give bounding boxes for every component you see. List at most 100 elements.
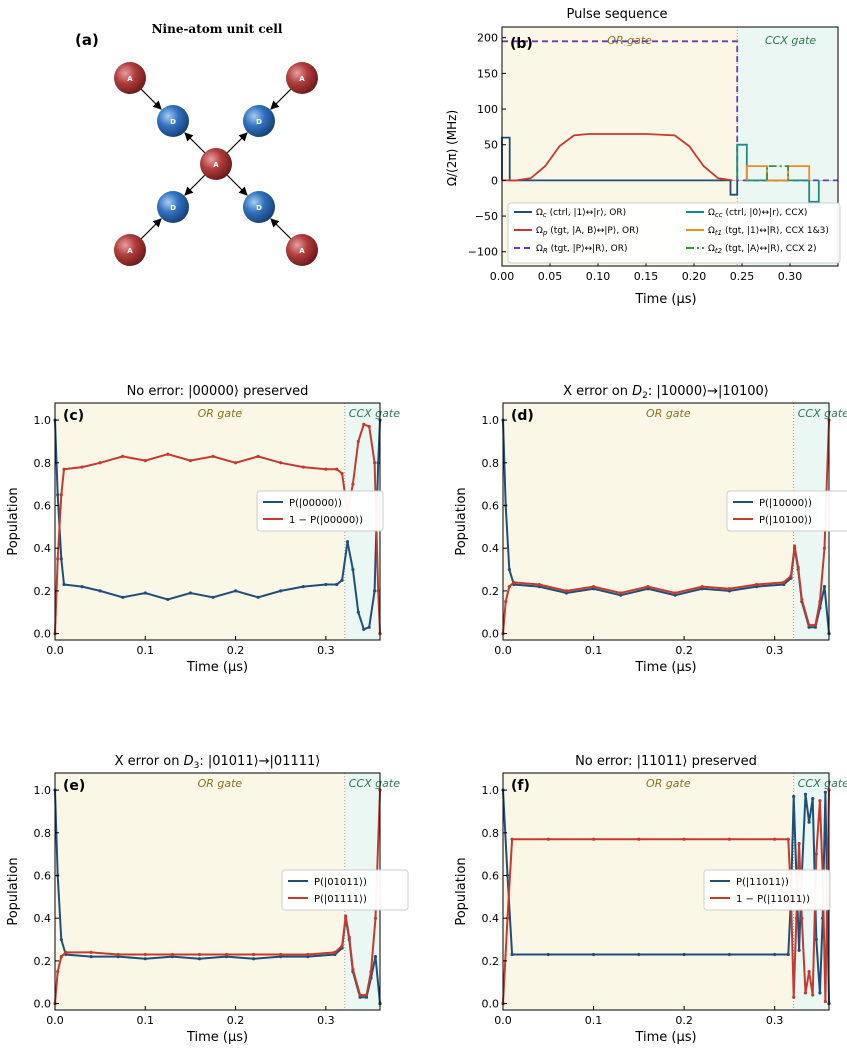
data-point bbox=[356, 439, 360, 444]
coupling-arrow bbox=[140, 88, 162, 110]
data-point bbox=[56, 969, 60, 974]
data-point bbox=[372, 589, 377, 593]
data-point bbox=[727, 952, 731, 957]
data-point bbox=[197, 957, 202, 961]
panel-a: (a) Nine-atom unit cell A A D D A D D A A bbox=[75, 22, 318, 266]
data-point bbox=[98, 461, 102, 465]
y-tick-label: 0 bbox=[491, 174, 498, 187]
data-point bbox=[773, 837, 777, 841]
atom-label: A bbox=[213, 161, 219, 169]
y-tick-label: 0.0 bbox=[482, 628, 500, 641]
data-point bbox=[301, 465, 305, 469]
legend-entry: P(|11011⟩) bbox=[736, 877, 789, 888]
x-tick-label: 0.1 bbox=[137, 1014, 155, 1027]
data-point bbox=[188, 459, 193, 463]
data-point bbox=[786, 837, 790, 841]
y-tick-label: 50 bbox=[484, 139, 498, 152]
x-tick-label: 0.1 bbox=[585, 644, 603, 657]
data-point bbox=[166, 597, 170, 602]
y-tick-label: −50 bbox=[475, 210, 498, 223]
pulse-legend bbox=[507, 202, 841, 264]
data-point bbox=[373, 916, 378, 920]
data-point bbox=[591, 952, 596, 957]
data-point bbox=[301, 585, 305, 589]
data-point bbox=[89, 955, 93, 959]
pulse-series-t1 bbox=[745, 165, 811, 182]
legend-entry: P(|00000⟩) bbox=[289, 498, 342, 509]
data-point bbox=[59, 937, 63, 942]
or-gate-label: OR gate bbox=[607, 34, 652, 47]
x-axis-label: Time (μs) bbox=[634, 660, 696, 675]
data-point bbox=[116, 952, 120, 957]
coupling-arrow bbox=[226, 174, 248, 196]
legend-entry: P(|01111⟩) bbox=[314, 894, 367, 905]
y-tick-label: 0.8 bbox=[482, 827, 500, 840]
data-point bbox=[62, 467, 66, 471]
x-tick-label: 0.0 bbox=[46, 1014, 64, 1027]
x-tick-label: 0.2 bbox=[227, 644, 245, 657]
data-point bbox=[591, 837, 596, 841]
data-point bbox=[211, 454, 215, 458]
x-axis-label: Time (μs) bbox=[186, 1030, 248, 1045]
ancilla-atom bbox=[286, 234, 318, 266]
panel-title: X error on D2: |10000⟩→|10100⟩ bbox=[563, 384, 769, 401]
data-point bbox=[789, 574, 793, 578]
data-point bbox=[252, 952, 256, 957]
data-point bbox=[505, 916, 510, 920]
data-point bbox=[89, 950, 93, 954]
data-point bbox=[306, 952, 310, 957]
data-point bbox=[818, 799, 822, 803]
atom-label: A bbox=[299, 247, 305, 255]
data-point bbox=[143, 952, 147, 957]
data-point bbox=[166, 452, 170, 456]
data-point bbox=[256, 595, 260, 599]
panel-b-xlabel: Time (μs) bbox=[634, 292, 696, 307]
x-tick-label: 0.0 bbox=[494, 1014, 512, 1027]
panel-label: (c) bbox=[63, 408, 84, 424]
data-point bbox=[811, 797, 815, 801]
data-point bbox=[279, 461, 283, 465]
y-tick-label: 0.2 bbox=[34, 955, 52, 968]
data-point bbox=[727, 837, 731, 841]
y-tick-label: 0.6 bbox=[482, 869, 500, 882]
panel-a-title: Nine-atom unit cell bbox=[152, 22, 283, 36]
data-point bbox=[143, 591, 147, 595]
data-point bbox=[376, 461, 380, 465]
y-tick-label: 150 bbox=[477, 67, 498, 80]
data-point bbox=[700, 585, 704, 589]
data-point bbox=[367, 625, 371, 629]
y-tick-label: 0.0 bbox=[34, 998, 52, 1011]
data-atom bbox=[243, 105, 275, 137]
y-tick-label: 0.0 bbox=[34, 628, 52, 641]
coupling-arrow bbox=[270, 218, 292, 240]
data-point bbox=[807, 969, 811, 974]
panel-label: (e) bbox=[63, 778, 85, 794]
ccx-gate-label: CCX gate bbox=[349, 777, 400, 790]
legend-entry: P(|10000⟩) bbox=[759, 498, 812, 509]
ancilla-atom bbox=[200, 148, 232, 180]
data-point bbox=[822, 585, 827, 589]
data-point bbox=[537, 582, 541, 587]
y-tick-label: −100 bbox=[468, 246, 498, 259]
data-point bbox=[814, 937, 818, 942]
atom-label: D bbox=[256, 204, 262, 212]
x-tick-label: 0.1 bbox=[137, 644, 155, 657]
y-tick-label: 200 bbox=[477, 32, 498, 45]
x-tick-label: 0.2 bbox=[675, 644, 693, 657]
y-tick-label: 0.4 bbox=[482, 912, 500, 925]
atom-label: A bbox=[127, 247, 133, 255]
data-point bbox=[673, 591, 677, 595]
data-point bbox=[351, 567, 355, 572]
x-tick-label: 0.20 bbox=[682, 270, 707, 283]
data-point bbox=[792, 794, 796, 799]
population-series-2 bbox=[54, 423, 381, 634]
data-point bbox=[807, 623, 811, 627]
data-point bbox=[324, 467, 328, 471]
ancilla-atom bbox=[114, 62, 146, 94]
y-tick-label: 1.0 bbox=[482, 784, 500, 797]
data-point bbox=[362, 422, 366, 426]
coupling-arrow bbox=[270, 88, 292, 110]
panel-title: No error: |11011⟩ preserved bbox=[575, 754, 757, 769]
x-tick-label: 0.3 bbox=[766, 1014, 784, 1027]
data-atom bbox=[243, 191, 275, 223]
